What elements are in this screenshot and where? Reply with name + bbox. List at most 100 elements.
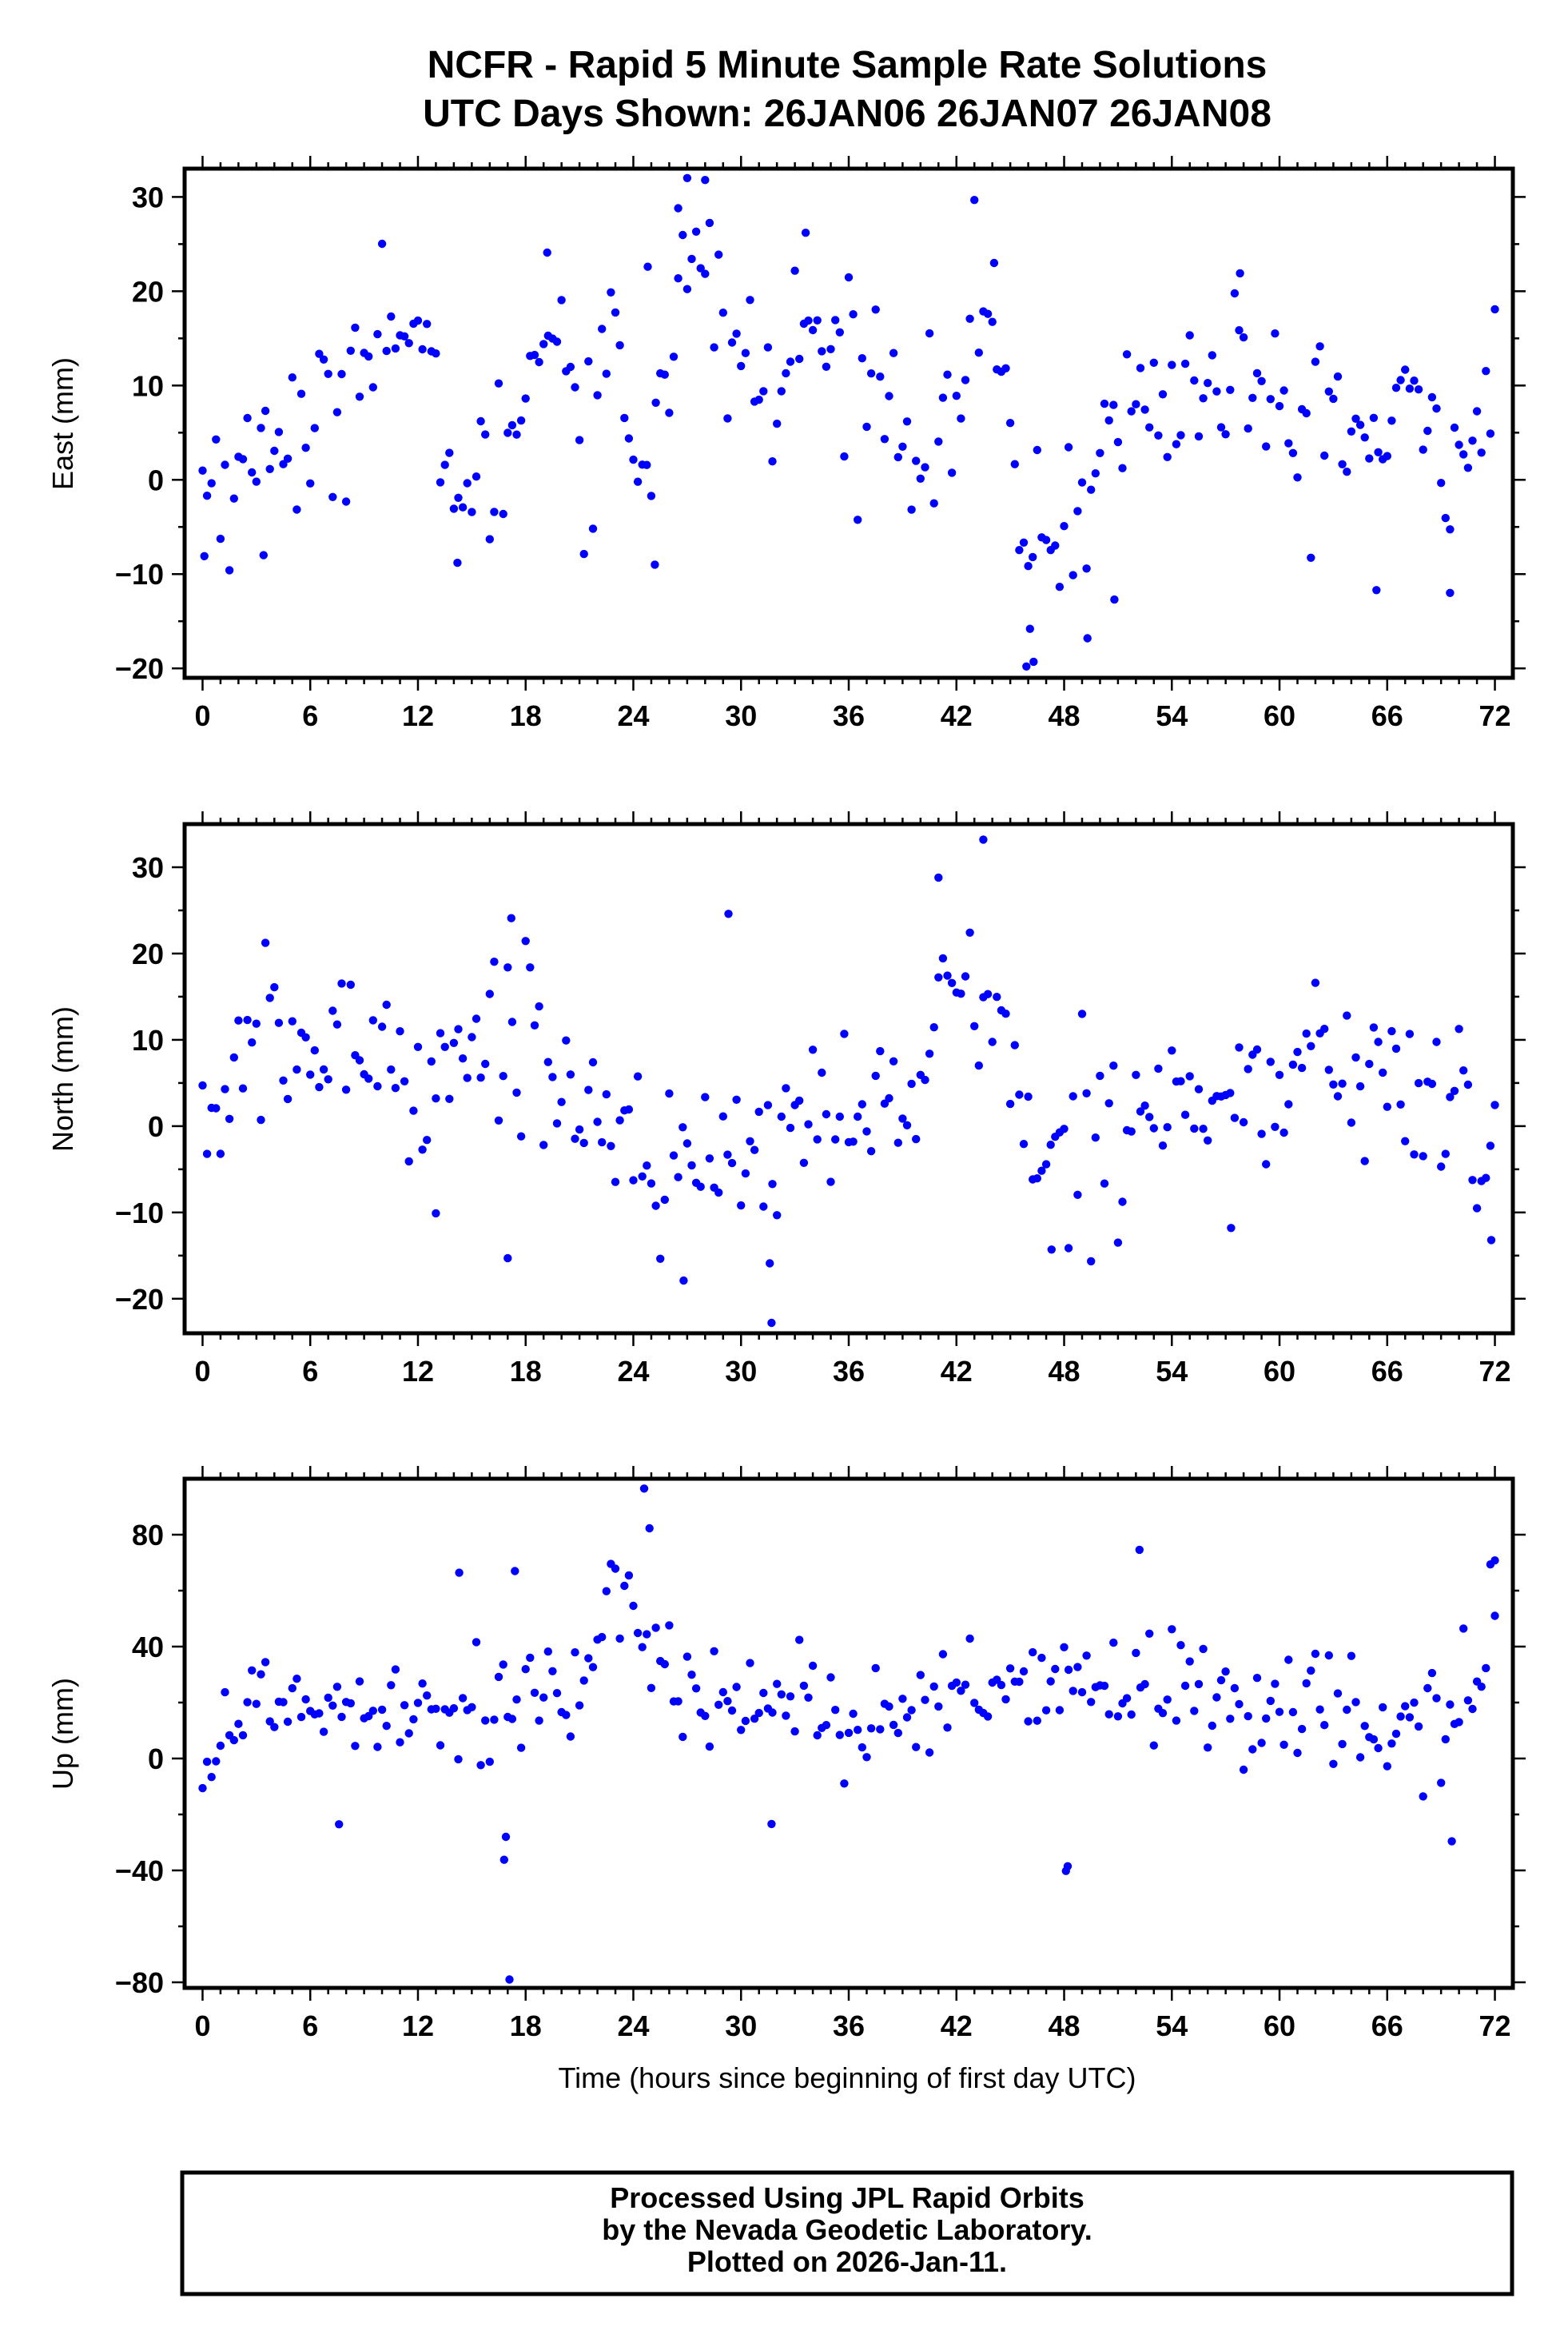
north-point xyxy=(638,1172,647,1181)
north-point xyxy=(449,1038,459,1048)
up-point xyxy=(436,1741,445,1750)
north-point xyxy=(1446,1093,1455,1101)
up-point xyxy=(458,1694,468,1703)
east-point xyxy=(1307,553,1315,562)
north-point xyxy=(548,1073,557,1081)
up-point xyxy=(472,1638,481,1647)
north-point xyxy=(1185,1072,1194,1081)
east-point xyxy=(1410,376,1419,385)
north-point xyxy=(1450,1086,1459,1096)
north-point xyxy=(831,1135,840,1144)
north-point xyxy=(458,1054,468,1063)
east-point xyxy=(1369,413,1379,422)
up-point xyxy=(620,1581,629,1591)
east-point xyxy=(660,370,669,379)
east-point xyxy=(1029,552,1037,562)
north-point xyxy=(1176,1077,1185,1085)
up-point xyxy=(929,1682,938,1691)
east-point xyxy=(283,454,293,463)
east-point xyxy=(674,274,683,283)
east-point xyxy=(248,468,257,477)
north-point xyxy=(512,1088,521,1097)
east-point xyxy=(265,464,274,473)
east-point xyxy=(1271,329,1279,338)
east-point xyxy=(854,516,862,524)
north-point xyxy=(938,954,948,963)
north-point xyxy=(957,990,965,998)
north-point xyxy=(507,1018,517,1026)
x-tick-label: 72 xyxy=(1479,699,1511,732)
up-point xyxy=(1087,1698,1096,1707)
north-point xyxy=(714,1188,723,1197)
up-point xyxy=(579,1676,588,1685)
up-point xyxy=(831,1706,840,1715)
x-tick-label: 12 xyxy=(402,2009,434,2042)
east-point xyxy=(1423,426,1432,436)
up-point xyxy=(871,1663,880,1673)
north-point xyxy=(1360,1157,1369,1165)
east-point xyxy=(1127,407,1136,416)
x-axis-label: Time (hours since beginning of first day… xyxy=(559,2061,1136,2094)
up-point xyxy=(252,1699,261,1708)
east-point xyxy=(907,505,916,514)
up-point xyxy=(1410,1698,1419,1707)
up-point xyxy=(1271,1679,1279,1688)
up-point xyxy=(1149,1741,1159,1750)
up-ylabel: Up (mm) xyxy=(46,1678,79,1790)
east-point xyxy=(1001,364,1010,372)
north-point xyxy=(261,938,270,947)
x-tick-label: 36 xyxy=(833,2009,865,2042)
east-point xyxy=(723,414,732,423)
north-point xyxy=(1132,1070,1140,1080)
north-point xyxy=(965,928,974,938)
north-point xyxy=(633,1072,643,1081)
up-point xyxy=(1100,1681,1109,1691)
east-point xyxy=(472,472,481,481)
up-point xyxy=(822,1721,831,1730)
up-point xyxy=(952,1678,961,1687)
east-point xyxy=(1343,468,1351,476)
up-point xyxy=(1288,1707,1298,1717)
east-point xyxy=(629,455,638,464)
east-point xyxy=(1069,571,1077,580)
north-point xyxy=(1010,1041,1020,1050)
north-point xyxy=(1437,1162,1446,1171)
up-point xyxy=(1338,1739,1347,1749)
north-point xyxy=(767,1318,776,1328)
up-point xyxy=(535,1716,543,1725)
east-point xyxy=(683,285,692,293)
north-point xyxy=(293,1065,301,1074)
up-point xyxy=(1055,1706,1065,1715)
up-point xyxy=(957,1687,965,1695)
up-point xyxy=(925,1748,934,1757)
x-tick-label: 30 xyxy=(725,699,757,732)
up-point xyxy=(1432,1694,1441,1703)
up-point xyxy=(921,1695,929,1704)
y-tick-label: −40 xyxy=(115,1854,164,1887)
north-point xyxy=(454,1025,463,1034)
east-point xyxy=(1490,305,1499,314)
east-point xyxy=(413,316,423,325)
north-frame xyxy=(182,822,1515,1336)
east-point xyxy=(1293,473,1302,482)
north-point xyxy=(468,1033,476,1042)
up-point xyxy=(777,1690,786,1699)
up-point xyxy=(207,1773,216,1782)
north-point xyxy=(696,1182,705,1191)
up-point xyxy=(961,1680,970,1689)
north-point xyxy=(530,1021,539,1030)
east-point xyxy=(387,312,396,321)
x-tick-label: 66 xyxy=(1371,2009,1403,2042)
north-point xyxy=(1033,1174,1042,1183)
north-point xyxy=(826,1177,835,1186)
up-point xyxy=(351,1742,360,1751)
north-point xyxy=(503,963,512,972)
y-tick-label: 10 xyxy=(132,1024,164,1057)
north-point xyxy=(813,1135,822,1144)
up-point xyxy=(1158,1709,1168,1718)
north-point xyxy=(799,1158,809,1168)
north-point xyxy=(1338,1079,1347,1088)
east-point xyxy=(274,428,284,436)
east-point xyxy=(858,354,867,363)
east-point xyxy=(1091,469,1100,478)
